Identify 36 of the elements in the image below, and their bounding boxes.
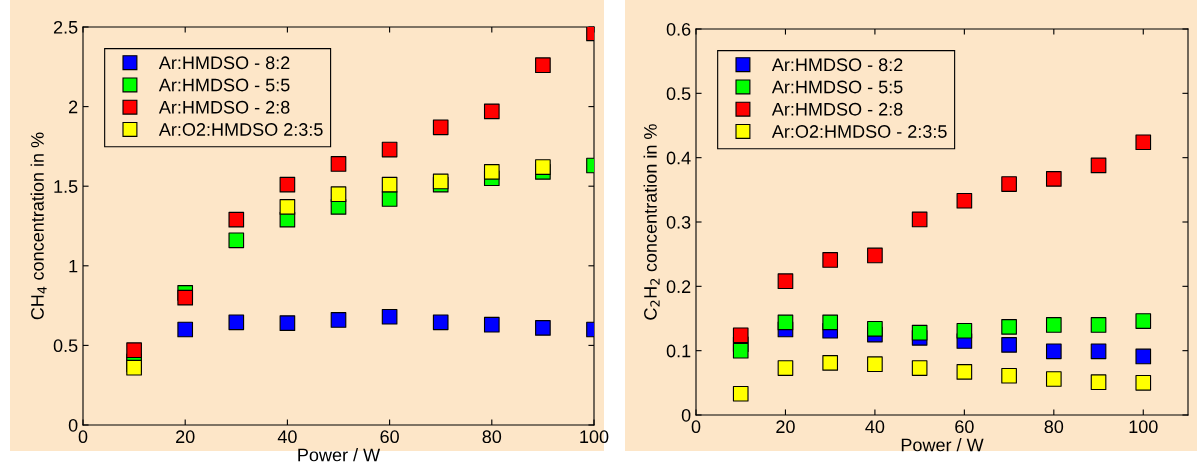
legend-label: Ar:O2:HMDSO 2:3:5 <box>158 123 323 136</box>
y-tick-label: 2 <box>69 100 78 114</box>
x-tick-label: 40 <box>865 420 885 434</box>
y-tick-label: 0.6 <box>666 22 691 36</box>
y-tick-label: 0.5 <box>53 339 78 353</box>
legend-label: Ar:HMDSO - 2:8 <box>771 102 903 116</box>
y-tick-label: 1 <box>69 259 78 273</box>
y-axis-title: C$_{2}$H$_{2}$ concentration in % <box>643 124 660 320</box>
x-tick-label: 20 <box>176 430 195 444</box>
legend-label: Ar:O2:HMDSO - 2:3:5 <box>771 125 947 138</box>
x-tick-label: 40 <box>277 430 297 444</box>
x-tick-label: 0 <box>78 430 88 444</box>
legend-label: Ar:HMDSO - 5:5 <box>158 78 290 92</box>
y-tick-label: 0.5 <box>666 87 691 101</box>
x-axis-title: Power / W <box>901 438 984 452</box>
legend-label: Ar:HMDSO - 2:8 <box>158 100 290 114</box>
x-tick-label: 60 <box>380 430 399 444</box>
x-tick-label: 60 <box>955 420 974 434</box>
legend-label: Ar:HMDSO - 8:2 <box>771 58 903 72</box>
x-tick-label: 100 <box>580 430 609 444</box>
y-tick-label: 2.5 <box>53 20 78 34</box>
x-tick-label: 100 <box>1129 420 1158 434</box>
x-tick-label: 20 <box>776 420 795 434</box>
y-axis-title: CH$_{4}$ concentration in % <box>30 132 47 320</box>
legend-label: Ar:HMDSO - 5:5 <box>771 80 903 94</box>
y-tick-label: 1.5 <box>54 180 78 193</box>
legend-label: Ar:HMDSO - 8:2 <box>158 56 290 70</box>
x-tick-label: 0 <box>691 420 701 434</box>
y-tick-label: 0 <box>681 408 691 422</box>
y-tick-label: 0.3 <box>666 215 691 229</box>
x-tick-label: 80 <box>1044 420 1064 434</box>
x-axis-title: Power / W <box>298 448 381 462</box>
y-tick-label: 0.1 <box>666 344 691 358</box>
y-tick-label: 0.4 <box>666 151 691 165</box>
x-tick-label: 80 <box>482 430 502 444</box>
y-tick-label: 0.2 <box>666 280 691 294</box>
